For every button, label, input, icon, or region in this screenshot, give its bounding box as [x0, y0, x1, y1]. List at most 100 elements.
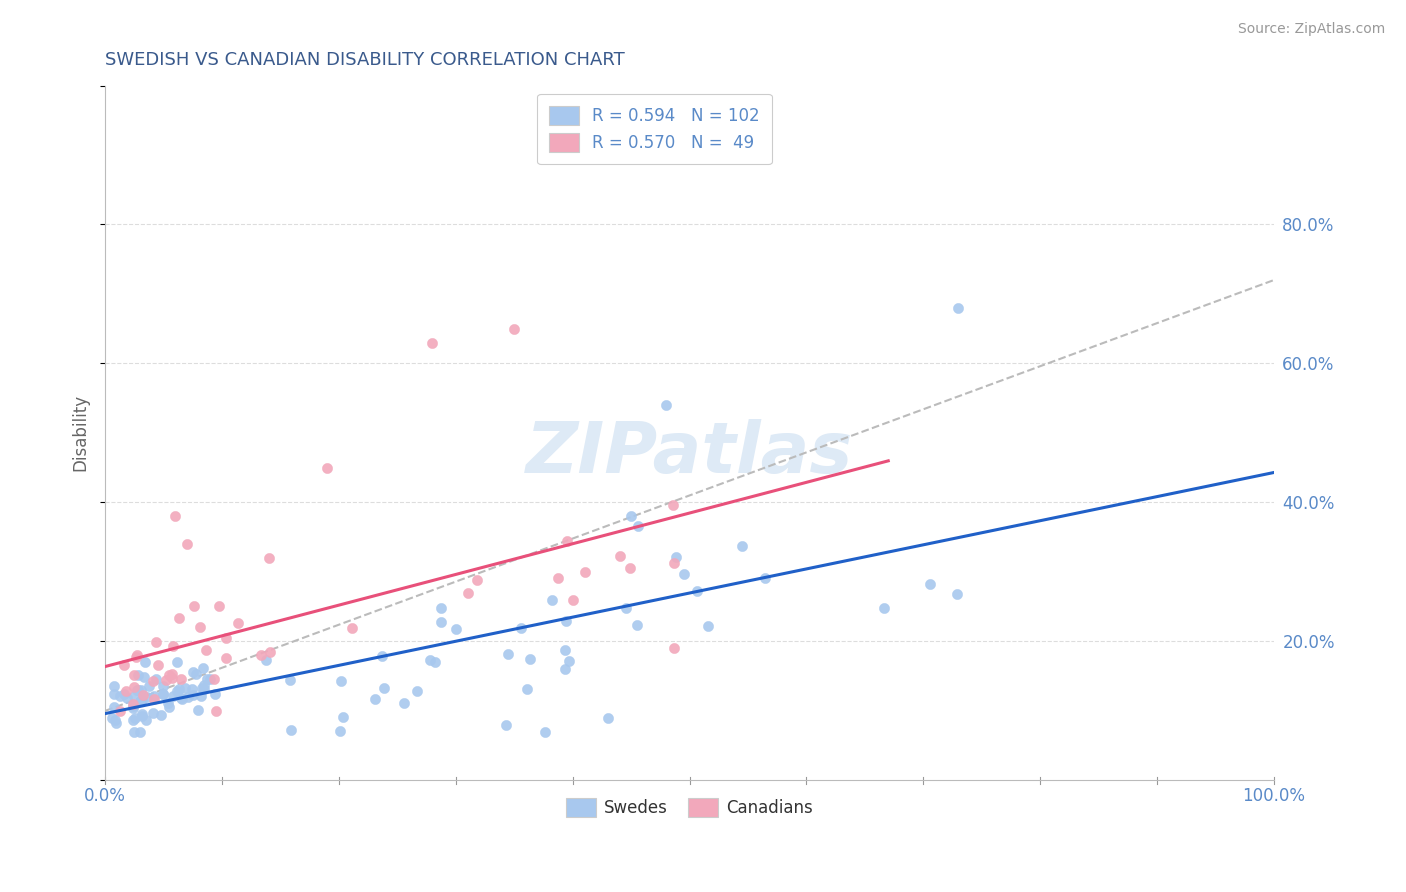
- Point: [176, 690, 198, 705]
- Point: [371, 648, 394, 663]
- Point: [195, 672, 218, 686]
- Point: [190, 689, 212, 703]
- Point: [148, 657, 170, 672]
- Point: [191, 681, 214, 695]
- Point: [181, 688, 204, 702]
- Point: [873, 600, 896, 615]
- Text: ZIPatlas: ZIPatlas: [526, 419, 853, 488]
- Point: [138, 680, 160, 694]
- Point: [142, 674, 165, 689]
- Point: [167, 611, 190, 625]
- Point: [122, 699, 145, 714]
- Point: [132, 688, 155, 702]
- Point: [509, 621, 531, 635]
- Point: [419, 652, 441, 666]
- Point: [555, 534, 578, 549]
- Point: [136, 690, 159, 704]
- Point: [250, 648, 273, 662]
- Point: [619, 561, 641, 575]
- Point: [170, 672, 193, 686]
- Point: [167, 682, 190, 697]
- Point: [626, 617, 648, 632]
- Point: [110, 704, 132, 718]
- Point: [176, 537, 198, 551]
- Point: [316, 460, 339, 475]
- Point: [620, 508, 643, 523]
- Point: [131, 709, 153, 723]
- Point: [174, 681, 197, 696]
- Point: [446, 623, 468, 637]
- Point: [104, 713, 127, 727]
- Point: [392, 696, 415, 710]
- Point: [425, 655, 447, 669]
- Point: [122, 701, 145, 715]
- Point: [145, 634, 167, 648]
- Point: [152, 687, 174, 701]
- Point: [112, 658, 135, 673]
- Point: [152, 679, 174, 693]
- Point: [103, 688, 125, 702]
- Point: [515, 682, 537, 697]
- Point: [329, 673, 352, 688]
- Point: [280, 723, 302, 737]
- Point: [946, 587, 969, 601]
- Point: [540, 593, 562, 607]
- Point: [405, 684, 427, 698]
- Point: [127, 668, 149, 682]
- Point: [465, 573, 488, 587]
- Point: [129, 724, 152, 739]
- Point: [686, 583, 709, 598]
- Point: [142, 706, 165, 721]
- Point: [662, 641, 685, 656]
- Point: [129, 683, 152, 698]
- Point: [558, 654, 581, 668]
- Point: [457, 585, 479, 599]
- Point: [122, 697, 145, 711]
- Point: [596, 711, 619, 725]
- Point: [430, 615, 453, 630]
- Point: [134, 669, 156, 683]
- Point: [754, 571, 776, 585]
- Point: [373, 681, 395, 695]
- Point: [103, 699, 125, 714]
- Point: [104, 716, 127, 731]
- Point: [547, 572, 569, 586]
- Point: [143, 691, 166, 706]
- Point: [665, 550, 688, 565]
- Point: [142, 690, 165, 704]
- Point: [430, 601, 453, 615]
- Point: [561, 592, 583, 607]
- Point: [166, 656, 188, 670]
- Point: [131, 706, 153, 721]
- Point: [673, 567, 696, 582]
- Point: [332, 710, 354, 724]
- Point: [181, 682, 204, 697]
- Point: [226, 616, 249, 631]
- Point: [115, 690, 138, 705]
- Point: [340, 621, 363, 635]
- Point: [124, 711, 146, 725]
- Point: [152, 687, 174, 701]
- Point: [519, 652, 541, 666]
- Point: [503, 321, 526, 335]
- Point: [193, 661, 215, 675]
- Point: [202, 673, 225, 687]
- Point: [134, 656, 156, 670]
- Y-axis label: Disability: Disability: [72, 394, 89, 472]
- Point: [554, 662, 576, 676]
- Point: [155, 673, 177, 688]
- Point: [187, 703, 209, 717]
- Point: [208, 599, 231, 613]
- Point: [160, 671, 183, 685]
- Point: [156, 696, 179, 710]
- Point: [145, 672, 167, 686]
- Point: [110, 689, 132, 703]
- Point: [554, 643, 576, 657]
- Point: [183, 599, 205, 614]
- Point: [160, 666, 183, 681]
- Legend: Swedes, Canadians: Swedes, Canadians: [560, 791, 820, 824]
- Point: [169, 690, 191, 705]
- Point: [731, 539, 754, 553]
- Point: [181, 665, 204, 679]
- Point: [609, 549, 631, 563]
